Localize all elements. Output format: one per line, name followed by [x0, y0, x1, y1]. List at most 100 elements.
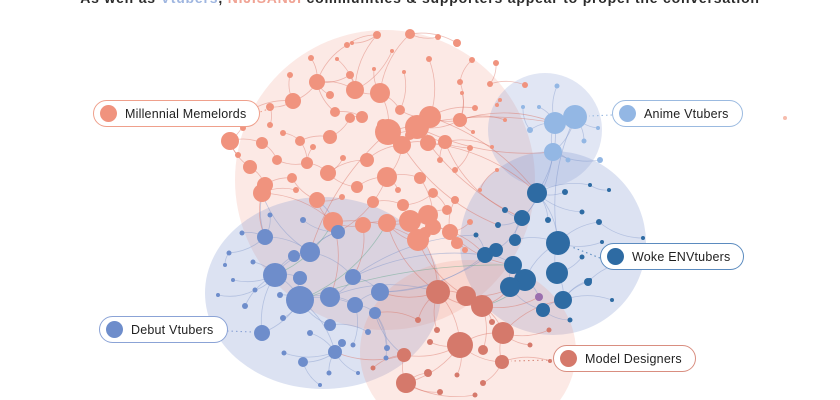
graph-node[interactable]: [545, 217, 551, 223]
graph-node[interactable]: [280, 315, 286, 321]
graph-node[interactable]: [502, 207, 508, 213]
graph-node[interactable]: [420, 135, 436, 151]
graph-node[interactable]: [427, 339, 433, 345]
graph-node[interactable]: [397, 348, 411, 362]
graph-node[interactable]: [320, 165, 336, 181]
graph-node[interactable]: [298, 357, 308, 367]
graph-node[interactable]: [375, 119, 401, 145]
graph-node[interactable]: [288, 250, 300, 262]
graph-node[interactable]: [415, 317, 421, 323]
graph-node[interactable]: [308, 55, 314, 61]
graph-node[interactable]: [478, 188, 482, 192]
graph-node[interactable]: [487, 81, 493, 87]
graph-node[interactable]: [509, 234, 521, 246]
graph-node[interactable]: [235, 152, 241, 158]
graph-node[interactable]: [469, 57, 475, 63]
graph-node[interactable]: [437, 389, 443, 395]
graph-node[interactable]: [351, 181, 363, 193]
graph-node[interactable]: [281, 350, 287, 356]
graph-node[interactable]: [310, 144, 316, 150]
graph-node[interactable]: [546, 327, 552, 333]
graph-node[interactable]: [285, 93, 301, 109]
graph-node[interactable]: [345, 269, 361, 285]
graph-node[interactable]: [335, 57, 339, 61]
graph-node[interactable]: [267, 122, 273, 128]
graph-node[interactable]: [267, 212, 273, 218]
graph-node[interactable]: [307, 330, 313, 336]
graph-node[interactable]: [339, 194, 345, 200]
graph-node[interactable]: [457, 79, 463, 85]
graph-node[interactable]: [462, 247, 468, 253]
graph-node[interactable]: [597, 157, 603, 163]
cluster-label-millennial-memelords[interactable]: Millennial Memelords: [93, 100, 261, 127]
graph-node[interactable]: [287, 173, 297, 183]
graph-node[interactable]: [350, 41, 354, 45]
cluster-label-woke-envtubers[interactable]: Woke ENVtubers: [600, 243, 745, 270]
graph-node[interactable]: [456, 286, 476, 306]
graph-node[interactable]: [428, 188, 438, 198]
graph-node[interactable]: [424, 369, 432, 377]
graph-node[interactable]: [393, 136, 411, 154]
graph-node[interactable]: [405, 115, 429, 139]
graph-node[interactable]: [596, 219, 602, 225]
graph-node[interactable]: [480, 380, 486, 386]
graph-node[interactable]: [498, 98, 502, 102]
graph-node[interactable]: [452, 167, 458, 173]
graph-node[interactable]: [437, 157, 443, 163]
graph-node[interactable]: [399, 210, 421, 232]
graph-node[interactable]: [257, 229, 273, 245]
graph-node[interactable]: [495, 168, 499, 172]
graph-node[interactable]: [350, 342, 356, 348]
graph-node[interactable]: [405, 29, 415, 39]
graph-node[interactable]: [326, 91, 334, 99]
graph-node[interactable]: [231, 278, 235, 282]
graph-node[interactable]: [489, 243, 503, 257]
graph-node[interactable]: [579, 254, 585, 260]
graph-node[interactable]: [221, 132, 239, 150]
graph-node[interactable]: [473, 232, 479, 238]
graph-node[interactable]: [373, 31, 381, 39]
graph-node[interactable]: [365, 329, 371, 335]
graph-node[interactable]: [434, 327, 440, 333]
graph-node[interactable]: [453, 39, 461, 47]
graph-node[interactable]: [287, 72, 293, 78]
graph-node[interactable]: [318, 383, 322, 387]
graph-node[interactable]: [396, 373, 416, 393]
graph-node[interactable]: [451, 237, 463, 249]
graph-node[interactable]: [293, 187, 299, 193]
graph-node[interactable]: [453, 113, 467, 127]
graph-node[interactable]: [454, 372, 460, 378]
graph-node[interactable]: [346, 71, 354, 79]
graph-node[interactable]: [418, 205, 438, 225]
graph-node[interactable]: [347, 297, 363, 313]
graph-node[interactable]: [442, 205, 452, 215]
graph-node[interactable]: [330, 107, 340, 117]
graph-node[interactable]: [266, 103, 274, 111]
graph-node[interactable]: [467, 219, 473, 225]
graph-node[interactable]: [367, 196, 379, 208]
graph-node[interactable]: [579, 209, 585, 215]
graph-node[interactable]: [369, 307, 381, 319]
graph-node[interactable]: [537, 105, 541, 109]
cluster-label-debut-vtubers[interactable]: Debut Vtubers: [99, 316, 228, 343]
graph-node[interactable]: [253, 184, 271, 202]
graph-node[interactable]: [407, 229, 429, 251]
graph-node[interactable]: [478, 345, 488, 355]
graph-node[interactable]: [256, 137, 268, 149]
graph-node[interactable]: [588, 183, 592, 187]
graph-node[interactable]: [562, 189, 568, 195]
graph-node[interactable]: [402, 70, 406, 74]
graph-node[interactable]: [493, 60, 499, 66]
graph-node[interactable]: [495, 355, 509, 369]
graph-node[interactable]: [527, 342, 533, 348]
graph-node[interactable]: [243, 160, 257, 174]
cluster-label-model-designers[interactable]: Model Designers: [553, 345, 696, 372]
graph-node[interactable]: [328, 345, 342, 359]
graph-node[interactable]: [610, 298, 614, 302]
graph-node[interactable]: [372, 67, 376, 71]
graph-node[interactable]: [323, 130, 337, 144]
graph-node[interactable]: [414, 172, 426, 184]
graph-node[interactable]: [355, 217, 371, 233]
graph-node[interactable]: [263, 263, 287, 287]
graph-node[interactable]: [467, 145, 473, 151]
